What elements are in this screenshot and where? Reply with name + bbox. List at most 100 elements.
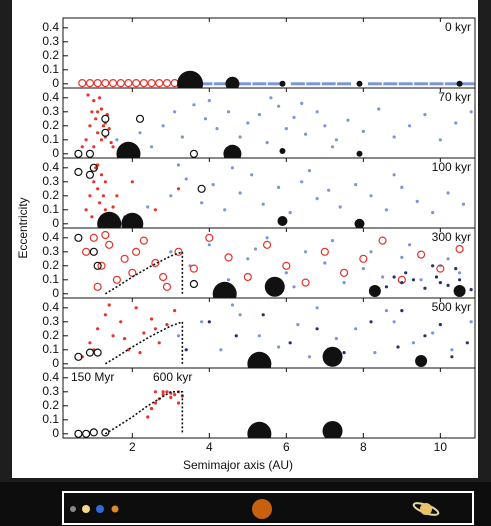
planetesimal xyxy=(207,243,211,247)
planetesimal xyxy=(404,271,408,275)
planetesimal xyxy=(111,145,115,149)
planetesimal xyxy=(296,323,300,327)
embryo xyxy=(151,258,160,268)
y-tick-label: 0.3 xyxy=(42,174,59,188)
planet xyxy=(121,212,144,228)
embryo xyxy=(174,247,183,256)
planetesimal xyxy=(323,261,327,265)
planet xyxy=(354,218,365,228)
planetesimal xyxy=(238,313,242,317)
planetesimal xyxy=(431,211,435,215)
planetesimal xyxy=(138,351,142,355)
planet xyxy=(225,76,240,88)
y-tick-label: 0.1 xyxy=(42,412,59,426)
planetesimal xyxy=(469,288,473,292)
planetesimal xyxy=(392,173,396,177)
y-tick-label: 0.1 xyxy=(42,272,59,286)
planet xyxy=(322,421,343,438)
planetesimal xyxy=(111,205,115,209)
embryo xyxy=(416,250,426,259)
planetesimal xyxy=(407,124,412,128)
planetesimal xyxy=(323,124,327,128)
planetesimal xyxy=(90,215,94,219)
embryo xyxy=(162,282,172,291)
embryo xyxy=(74,429,83,438)
planetesimal xyxy=(334,337,338,341)
planetesimal xyxy=(97,96,102,100)
embryo xyxy=(243,272,252,282)
planetesimal xyxy=(303,250,308,254)
x-tick-label: 6 xyxy=(283,440,290,454)
embryo xyxy=(89,233,98,242)
planetesimal xyxy=(149,407,154,411)
planetesimal xyxy=(96,131,100,135)
embryo xyxy=(101,428,110,437)
planetesimal xyxy=(230,166,235,170)
planetesimal xyxy=(236,82,251,86)
embryo xyxy=(455,244,464,254)
y-tick-label: 0 xyxy=(52,216,59,230)
panel-label: 300 kyr xyxy=(432,230,471,244)
planetesimal xyxy=(307,169,312,173)
planetesimal xyxy=(398,82,413,86)
embryo xyxy=(101,230,110,240)
planetesimal xyxy=(290,82,305,86)
planetesimal xyxy=(423,334,427,338)
embryo xyxy=(93,348,102,357)
embryo xyxy=(78,78,87,88)
planetesimal xyxy=(176,401,181,405)
y-tick-label: 0.1 xyxy=(42,132,59,146)
planetesimal xyxy=(107,303,111,307)
planetesimal xyxy=(400,281,404,285)
planetesimal xyxy=(92,145,96,149)
planet-icon[interactable] xyxy=(96,505,104,513)
embryo xyxy=(162,78,172,88)
planetesimal xyxy=(103,313,107,317)
planetesimal xyxy=(99,173,104,177)
planetesimal xyxy=(284,271,288,275)
planetesimal xyxy=(253,247,258,251)
y-tick-label: 0.2 xyxy=(42,48,59,62)
planetesimal xyxy=(92,99,96,103)
embryo xyxy=(89,247,98,256)
planetesimal xyxy=(169,194,173,198)
planetesimal xyxy=(223,208,227,212)
embryo xyxy=(205,233,214,242)
planetesimal xyxy=(265,141,269,145)
embryo xyxy=(116,78,125,88)
embryo xyxy=(436,264,445,273)
embryo xyxy=(339,268,349,277)
planetesimal xyxy=(444,82,459,86)
planet xyxy=(279,80,286,87)
planetesimal xyxy=(107,127,111,131)
embryo xyxy=(197,184,206,193)
planetesimal xyxy=(192,103,196,107)
planetesimal xyxy=(284,127,288,131)
planetesimal xyxy=(400,309,404,313)
planetesimal xyxy=(423,113,427,117)
planetesimal xyxy=(438,323,442,327)
planetesimal xyxy=(88,124,92,128)
planetesimal xyxy=(369,320,373,324)
planetesimal xyxy=(369,250,373,254)
planetesimal xyxy=(250,173,254,177)
planetesimal xyxy=(407,243,412,247)
y-tick-label: 0.3 xyxy=(42,34,59,48)
planet-icon[interactable] xyxy=(82,505,90,513)
planetesimal xyxy=(173,393,177,397)
y-tick-label: 0.2 xyxy=(42,118,59,132)
planetesimal xyxy=(277,345,281,349)
embryo xyxy=(320,247,329,256)
saturn-icon[interactable] xyxy=(420,503,432,515)
jupiter-icon[interactable] xyxy=(252,499,272,519)
planetesimal xyxy=(292,285,296,289)
panel: 00.10.20.30.4 150 Myr 600 kyr xyxy=(42,367,476,440)
planetesimal xyxy=(384,285,389,289)
planet xyxy=(97,211,122,228)
planetesimal xyxy=(315,197,319,201)
planetesimal xyxy=(431,331,435,335)
planetesimal xyxy=(130,180,134,184)
planet xyxy=(177,70,204,88)
planet-icon[interactable] xyxy=(111,505,119,513)
planet-icon[interactable] xyxy=(70,506,76,512)
